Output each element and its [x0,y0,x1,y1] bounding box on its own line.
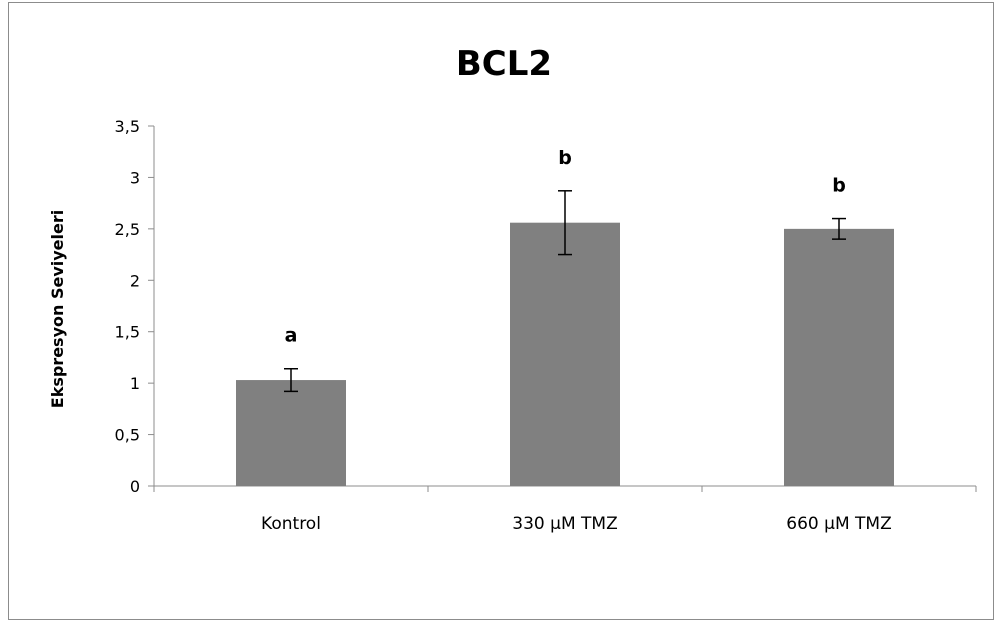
y-tick-label: 3 [130,168,140,187]
y-tick-label: 2 [130,271,140,290]
y-tick-label: 2,5 [115,220,140,239]
chart-area: BCL2 Ekspresyon Seviyeleri 0 0,5 1 1,5 2 2,5 3… [8,2,994,620]
labels: a Kontrol b 330 µM TMZ b 660 µM TMZ [261,147,892,534]
significance-label: b [558,147,572,169]
bar [236,380,346,486]
chart-title: BCL2 [456,44,552,84]
bar [510,222,620,486]
y-tick-label: 1 [130,374,140,393]
y-tick-label: 1,5 [115,323,140,342]
y-axis-label: Ekspresyon Seviyeleri [48,210,67,408]
y-tick-label: 0 [130,477,140,496]
significance-label: b [832,175,846,197]
y-tick-label: 3,5 [115,117,140,136]
x-tick-label: Kontrol [261,514,321,534]
x-tick-label: 660 µM TMZ [786,514,891,534]
bar-chart: BCL2 Ekspresyon Seviyeleri 0 0,5 1 1,5 2 2,5 3… [48,44,977,534]
error-bars [284,190,846,393]
x-tick-label: 330 µM TMZ [512,514,617,534]
bar [784,228,894,486]
bars [236,222,894,486]
y-tick-label: 0,5 [115,426,140,445]
significance-label: a [285,325,298,347]
